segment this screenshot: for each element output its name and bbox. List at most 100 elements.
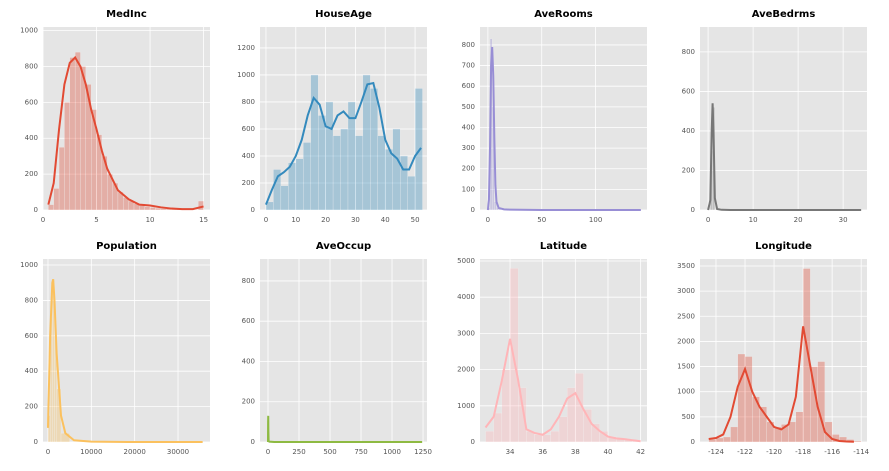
histogram-bar bbox=[69, 57, 76, 211]
histogram-bar bbox=[340, 128, 349, 211]
histogram-bar bbox=[591, 423, 600, 443]
plot-background bbox=[260, 27, 427, 210]
y-tick-label: 2500 bbox=[677, 312, 695, 320]
subplot-title: Population bbox=[96, 241, 157, 252]
histogram-bar bbox=[773, 426, 782, 443]
x-tick-label: 38 bbox=[571, 448, 580, 456]
histogram-bar bbox=[310, 74, 319, 211]
y-tick-label: 0 bbox=[34, 206, 38, 214]
histogram-bar bbox=[788, 421, 796, 443]
kde-line bbox=[267, 415, 423, 443]
subplot: 0 200 400 600 800 1000 1200 0 10 20 30 40 50 HouseAge bbox=[237, 9, 427, 224]
x-tick-label: 10 bbox=[146, 216, 155, 224]
y-tick-label: 600 bbox=[25, 98, 38, 106]
x-tick-label: 20 bbox=[794, 216, 803, 224]
histogram-bar bbox=[198, 200, 204, 211]
y-tick-label: 1200 bbox=[237, 44, 255, 52]
histogram-bar bbox=[781, 424, 789, 443]
histogram-bar bbox=[795, 411, 804, 443]
histogram-bar bbox=[80, 66, 86, 211]
y-tick-label: 0 bbox=[471, 438, 475, 446]
histogram-bar bbox=[752, 396, 760, 443]
subplot-title: Longitude bbox=[755, 241, 812, 252]
y-tick-label: 5000 bbox=[457, 257, 475, 265]
histogram-bar bbox=[355, 135, 364, 211]
histogram-bar bbox=[288, 162, 296, 211]
x-tick-label: 34 bbox=[506, 448, 515, 456]
y-tick-label: 100 bbox=[462, 185, 475, 193]
y-tick-label: 0 bbox=[34, 438, 38, 446]
y-tick-label: 800 bbox=[242, 277, 255, 285]
x-tick-label: 20000 bbox=[124, 448, 146, 456]
subplot-title: MedInc bbox=[106, 9, 147, 20]
histogram-bar bbox=[64, 102, 70, 211]
y-tick-label: 400 bbox=[462, 123, 475, 131]
kde-line bbox=[486, 46, 641, 211]
histogram-bar bbox=[96, 134, 103, 211]
y-tick-label: 800 bbox=[462, 41, 475, 49]
histogram-bar bbox=[48, 204, 54, 211]
histogram-bar bbox=[567, 387, 576, 443]
y-tick-label: 1500 bbox=[677, 363, 695, 371]
y-tick-label: 600 bbox=[242, 125, 255, 133]
histogram-bar bbox=[149, 207, 156, 211]
histogram-bar bbox=[407, 176, 416, 211]
y-tick-label: 200 bbox=[242, 398, 255, 406]
subplot-title: Latitude bbox=[540, 241, 587, 252]
subplot-title: HouseAge bbox=[315, 9, 372, 20]
y-tick-label: 300 bbox=[462, 144, 475, 152]
x-tick-label: -116 bbox=[824, 448, 840, 456]
y-tick-label: 200 bbox=[25, 170, 38, 178]
histogram-bar bbox=[265, 201, 274, 211]
histogram-bar bbox=[53, 188, 60, 211]
histogram-bar bbox=[723, 436, 731, 443]
histogram-bar bbox=[494, 201, 497, 211]
subplot-title: AveBedrms bbox=[752, 9, 816, 20]
x-tick-label: 0 bbox=[46, 448, 50, 456]
y-tick-label: 2000 bbox=[457, 366, 475, 374]
x-tick-label: 0 bbox=[486, 216, 490, 224]
x-tick-label: 1000 bbox=[383, 448, 401, 456]
histogram-bar bbox=[325, 101, 334, 211]
y-tick-label: 400 bbox=[242, 152, 255, 160]
x-tick-label: 30 bbox=[839, 216, 848, 224]
histogram-bar bbox=[144, 206, 151, 211]
kde-line bbox=[707, 103, 862, 211]
histogram-bar bbox=[91, 109, 97, 211]
y-tick-label: 800 bbox=[682, 48, 695, 56]
x-tick-label: -114 bbox=[853, 448, 869, 456]
kde-line bbox=[484, 338, 641, 443]
y-tick-label: 0 bbox=[691, 438, 695, 446]
y-tick-label: 800 bbox=[242, 98, 255, 106]
x-tick-label: 0 bbox=[264, 216, 268, 224]
y-tick-label: 3000 bbox=[677, 287, 695, 295]
histogram-bar bbox=[392, 128, 401, 211]
y-tick-label: 1000 bbox=[237, 71, 255, 79]
x-tick-label: 30000 bbox=[167, 448, 189, 456]
histogram-bar bbox=[362, 74, 371, 211]
x-tick-label: 250 bbox=[292, 448, 305, 456]
x-tick-label: 40 bbox=[604, 448, 613, 456]
histogram-bar bbox=[58, 147, 65, 211]
x-tick-label: 30 bbox=[351, 216, 360, 224]
x-tick-label: -122 bbox=[737, 448, 753, 456]
histogram-bar bbox=[347, 101, 356, 211]
y-tick-label: 200 bbox=[462, 165, 475, 173]
x-tick-label: 10 bbox=[291, 216, 300, 224]
y-tick-label: 600 bbox=[682, 87, 695, 95]
histogram-bar bbox=[74, 51, 81, 211]
y-tick-label: 800 bbox=[25, 62, 38, 70]
y-tick-label: 1000 bbox=[457, 402, 475, 410]
y-tick-label: 800 bbox=[25, 296, 38, 304]
y-tick-label: 200 bbox=[682, 166, 695, 174]
histogram-bar bbox=[377, 135, 386, 211]
y-tick-label: 4000 bbox=[457, 293, 475, 301]
histogram-bar bbox=[715, 437, 724, 443]
y-tick-label: 400 bbox=[25, 367, 38, 375]
x-tick-label: 500 bbox=[323, 448, 336, 456]
histogram-bar bbox=[501, 369, 511, 443]
histogram-bar bbox=[802, 268, 811, 443]
histogram-bar bbox=[518, 387, 527, 443]
x-tick-label: 20 bbox=[321, 216, 330, 224]
